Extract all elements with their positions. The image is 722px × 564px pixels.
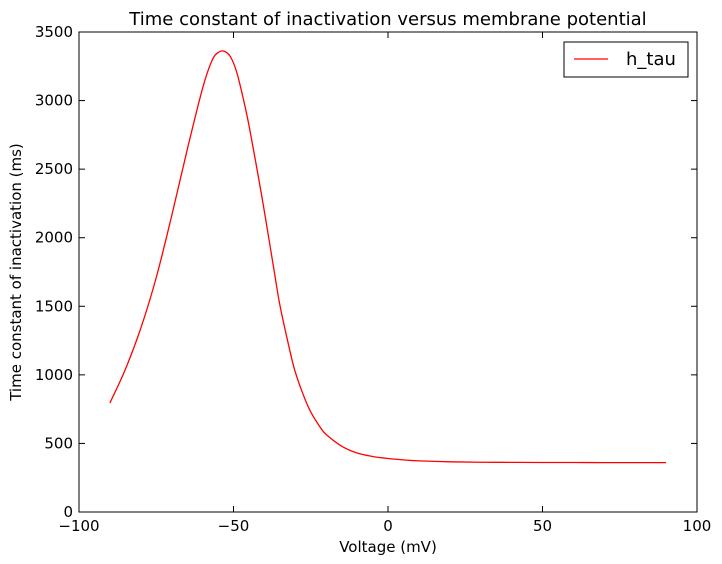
y-tick-label: 3500 [35, 23, 73, 41]
y-tick-label: 2000 [35, 229, 73, 247]
y-axis-label: Time constant of inactivation (ms) [7, 143, 25, 402]
legend: h_tau [563, 41, 689, 78]
y-tick-label: 0 [63, 503, 73, 521]
plot-frame [78, 31, 698, 513]
x-tick-label: −100 [58, 517, 99, 535]
plot-area [109, 50, 667, 464]
chart-title: Time constant of inactivation versus mem… [128, 9, 646, 30]
legend-label: h_tau [626, 49, 676, 70]
x-axis-label: Voltage (mV) [339, 538, 437, 556]
series-line-h-tau [109, 50, 667, 464]
y-tick-label: 1500 [35, 297, 73, 315]
x-tick-label: 0 [383, 517, 393, 535]
x-axis: −100 −50 0 50 100 [58, 32, 711, 535]
x-tick-label: 50 [533, 517, 552, 535]
y-tick-label: 500 [44, 434, 73, 452]
x-tick-label: 100 [683, 517, 712, 535]
y-axis: 0 500 1000 1500 2000 2500 3000 3500 [35, 23, 697, 521]
x-tick-label: −50 [218, 517, 250, 535]
y-tick-label: 2500 [35, 160, 73, 178]
y-tick-label: 3000 [35, 92, 73, 110]
y-tick-label: 1000 [35, 366, 73, 384]
